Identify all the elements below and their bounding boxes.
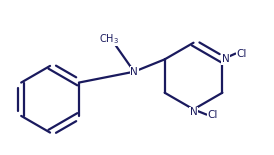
Text: N: N — [130, 67, 138, 77]
Text: Cl: Cl — [208, 110, 218, 120]
Text: N: N — [222, 54, 230, 64]
Text: Cl: Cl — [237, 49, 247, 59]
Text: N: N — [190, 107, 197, 117]
Text: CH$_3$: CH$_3$ — [99, 32, 119, 46]
